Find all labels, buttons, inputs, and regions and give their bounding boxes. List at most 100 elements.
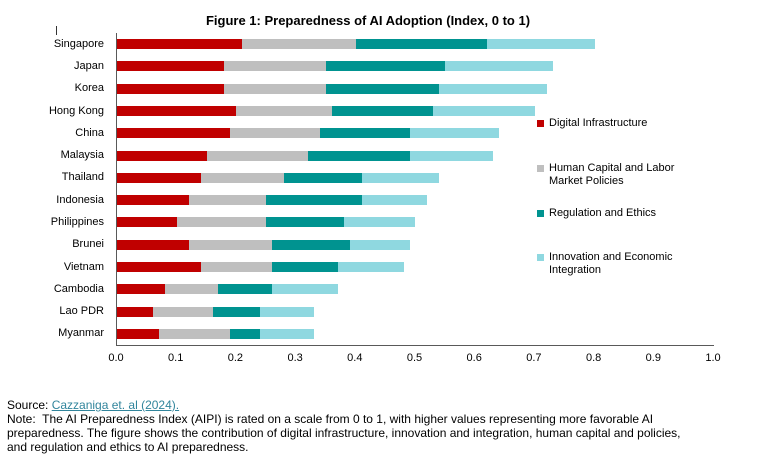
bar-segment [487,39,595,50]
bar-segment [242,39,356,50]
legend-label: Regulation and Ethics [549,207,657,219]
note-line: preparedness. The figure shows the contr… [7,426,681,440]
bar-row-indonesia [117,195,428,206]
bar-segment [117,106,237,116]
category-label-lao-pdr: Lao PDR [59,305,104,318]
x-tick-label-0.2: 0.2 [227,352,244,364]
figure-footer: Source: Cazzaniga et. al (2024). Note: T… [7,398,767,454]
bar-segment [117,328,159,339]
bar-segment [117,262,201,273]
bar-segment [325,83,440,94]
bar-segment [152,306,213,317]
bar-segment [433,106,535,116]
x-tick-label-0.0: 0.0 [108,352,124,364]
category-label-vietnam: Vietnam [63,260,104,273]
bar-row-korea [117,83,547,94]
note-line: Note: The AI Preparedness Index (AIPI) i… [7,412,654,426]
bar-segment [409,128,500,139]
chart-title: Figure 1: Preparedness of AI Adoption (I… [205,13,531,28]
bar-segment [117,306,153,317]
note-text: Note: The AI Preparedness Index (AIPI) i… [7,412,767,454]
bar-segment [117,128,231,139]
source-link[interactable]: Cazzaniga et. al (2024). [51,398,180,412]
bar-segment [308,150,410,161]
bar-segment [164,284,219,295]
bar-segment [284,172,362,183]
x-tick-label-0.8: 0.8 [585,352,602,364]
bar-segment [117,217,177,228]
bar-segment [158,328,231,339]
legend-swatch-icon [537,254,544,261]
bar-segment [439,83,547,94]
bar-segment [266,217,344,228]
x-tick-label-1.0: 1.0 [705,352,721,364]
category-label-malaysia: Malaysia [60,149,104,162]
bar-segment [325,61,446,72]
bar-row-myanmar [117,328,314,339]
bar-segment [188,195,267,206]
bar-segment [188,239,273,250]
legend-swatch-icon [537,120,544,127]
category-label-brunei: Brunei [72,238,104,251]
x-tick-label-0.1: 0.1 [168,352,184,364]
bar-row-japan [117,61,553,72]
bar-segment [176,217,267,228]
category-label-cambodia: Cambodia [53,282,104,295]
legend-label: Digital Infrastructure [549,117,648,129]
bar-segment [272,284,338,295]
x-axis-line [116,345,714,346]
bar-segment [117,150,207,161]
bar-segment [236,106,332,116]
bar-segment [409,150,494,161]
bar-row-malaysia [117,150,494,161]
legend-item-1: Digital Infrastructure [537,117,709,130]
bar-segment [331,106,434,116]
bar-segment [266,195,362,206]
legend-item-2: Human Capital and Labor Market Policies [537,162,709,188]
bar-segment [272,262,338,273]
category-label-singapore: Singapore [53,37,104,50]
bar-segment [117,239,189,250]
legend-item-4: Innovation and Economic Integration [537,251,709,277]
bar-segment [445,61,553,72]
category-label-indonesia: Indonesia [56,193,104,206]
bar-segment [206,150,309,161]
bar-row-lao-pdr [117,306,314,317]
legend-item-3: Regulation and Ethics [537,207,709,220]
bar-segment [117,61,225,72]
x-tick-label-0.4: 0.4 [347,352,363,364]
legend-swatch-icon [537,165,544,172]
bar-segment [117,284,165,295]
bar-segment [337,262,404,273]
legend-label: Innovation and Economic Integration [549,251,673,276]
x-tick-label-0.7: 0.7 [526,352,542,364]
x-tick-label-0.3: 0.3 [287,352,303,364]
bar-segment [224,61,326,72]
category-label-japan: Japan [74,59,104,72]
x-tick-label-0.6: 0.6 [466,352,482,364]
bar-row-thailand [117,172,440,183]
bar-segment [230,128,320,139]
bar-segment [319,128,410,139]
text-cursor-mark [56,26,57,35]
bar-segment [260,328,314,339]
bar-row-china [117,128,500,139]
bar-row-brunei [117,239,410,250]
note-line: and regulation and ethics to AI prepared… [7,440,249,454]
bar-segment [260,306,314,317]
bar-row-vietnam [117,262,404,273]
source-line: Source: Cazzaniga et. al (2024). [7,398,767,412]
bar-segment [355,39,488,50]
bar-segment [117,195,189,206]
category-label-myanmar: Myanmar [58,327,104,340]
category-label-hong-kong: Hong Kong [48,104,104,117]
category-label-china: China [75,126,104,139]
plot-area [117,33,714,345]
bar-segment [212,306,261,317]
category-label-thailand: Thailand [61,171,104,184]
bar-segment [230,328,261,339]
category-label-korea: Korea [74,82,104,95]
bar-segment [361,172,440,183]
bar-row-singapore [117,39,595,50]
